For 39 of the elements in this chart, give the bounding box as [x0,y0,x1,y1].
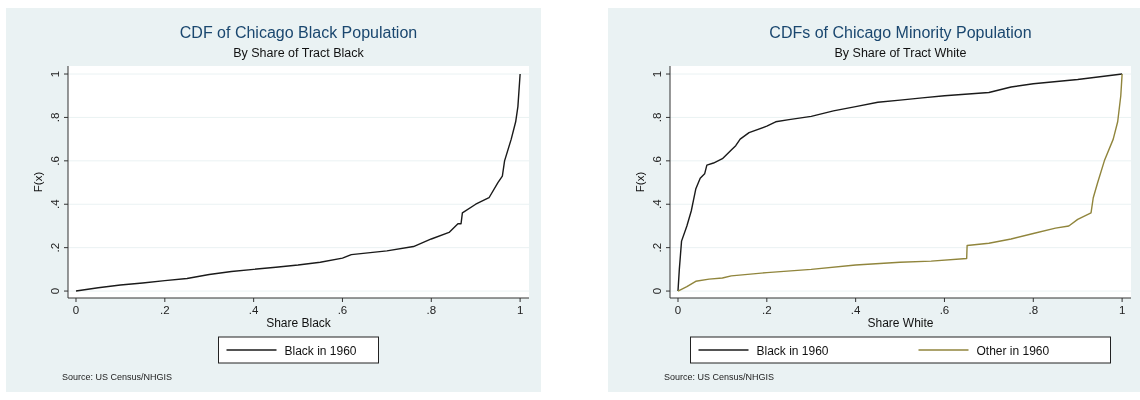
x-tick-label: .4 [850,304,862,316]
line-series [75,73,521,292]
line-series [677,73,1123,292]
x-tick-label: .6 [939,304,950,316]
x-tick-label: .2 [762,304,772,316]
legend-label: Other in 1960 [976,343,1050,358]
x-tick-label: 1 [516,304,524,316]
x-tick-label: .8 [1028,304,1039,316]
chart-subtitle: By Share of Tract Black [233,46,365,60]
y-tick-label: 1 [49,70,61,78]
y-tick-label: 0 [49,287,61,295]
legend-label: Black in 1960 [284,343,357,358]
y-tick-label: .6 [49,156,61,166]
y-tick-label: .6 [651,156,663,166]
x-tick-label: 0 [674,304,682,316]
y-tick-label: .2 [651,242,663,253]
legend-label: Black in 1960 [756,343,829,358]
source-note: Source: US Census/NHGIS [62,372,173,382]
x-tick-label: .2 [160,304,170,316]
x-tick-label: .8 [426,304,437,316]
x-tick-label: 0 [72,304,80,316]
y-tick-label: .4 [49,198,61,210]
x-tick-label: .6 [337,304,348,316]
y-axis-title: F(x) [32,171,44,193]
source-note: Source: US Census/NHGIS [664,372,775,382]
x-axis-title: Share White [867,316,934,330]
y-tick-label: .2 [49,242,61,253]
x-tick-label: .4 [248,304,260,316]
y-axis-title: F(x) [634,171,646,193]
y-tick-label: 1 [651,70,663,78]
y-tick-label: .4 [651,198,663,210]
y-tick-label: .8 [49,112,61,123]
x-tick-label: 1 [1118,304,1126,316]
y-tick-label: .8 [651,112,663,123]
y-tick-label: 0 [651,287,663,295]
chart-title: CDFs of Chicago Minority Population [769,24,1032,41]
chart-subtitle: By Share of Tract White [834,46,967,60]
chart-title: CDF of Chicago Black Population [179,24,418,41]
x-axis-title: Share Black [266,316,332,330]
